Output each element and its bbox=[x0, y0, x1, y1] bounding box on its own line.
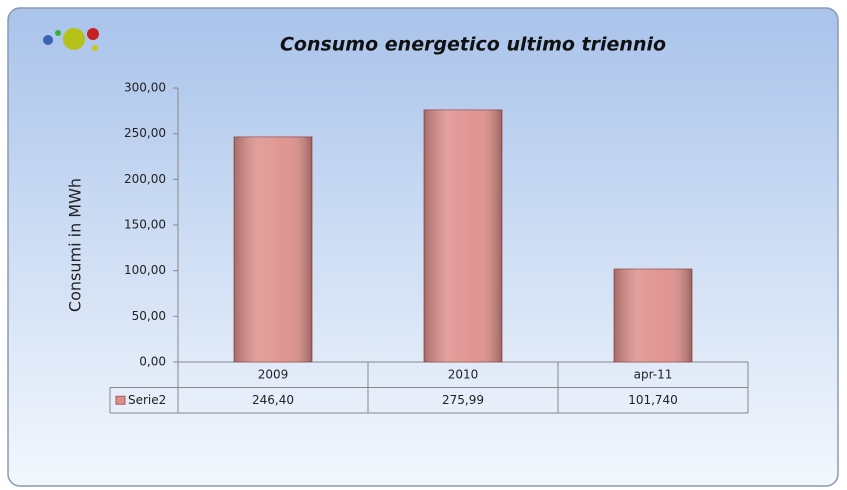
legend-swatch bbox=[115, 395, 126, 405]
chart-panel bbox=[7, 7, 839, 487]
y-tick-label: 200,00 bbox=[124, 172, 166, 186]
y-tick-label: 50,00 bbox=[132, 309, 166, 323]
chart-title: Consumo energetico ultimo triennio bbox=[280, 34, 666, 56]
y-tick-label: 100,00 bbox=[124, 263, 166, 277]
data-table-value: 101,740 bbox=[628, 393, 678, 407]
data-table-value: 275,99 bbox=[442, 393, 484, 407]
x-tick-label: 2009 bbox=[258, 367, 289, 381]
y-tick-label: 250,00 bbox=[124, 126, 166, 140]
x-tick-label: 2010 bbox=[448, 367, 479, 381]
bar bbox=[423, 109, 503, 363]
y-axis-label: Consumi in MWh bbox=[66, 178, 85, 312]
y-tick-label: 0,00 bbox=[139, 355, 166, 369]
data-table-value: 246,40 bbox=[252, 393, 294, 407]
y-tick-label: 300,00 bbox=[124, 81, 166, 95]
logo bbox=[43, 28, 99, 51]
x-tick-label: apr-11 bbox=[634, 367, 673, 381]
y-tick-label: 150,00 bbox=[124, 218, 166, 232]
bar bbox=[233, 136, 313, 363]
bar bbox=[613, 268, 693, 363]
legend-label: Serie2 bbox=[128, 393, 166, 407]
